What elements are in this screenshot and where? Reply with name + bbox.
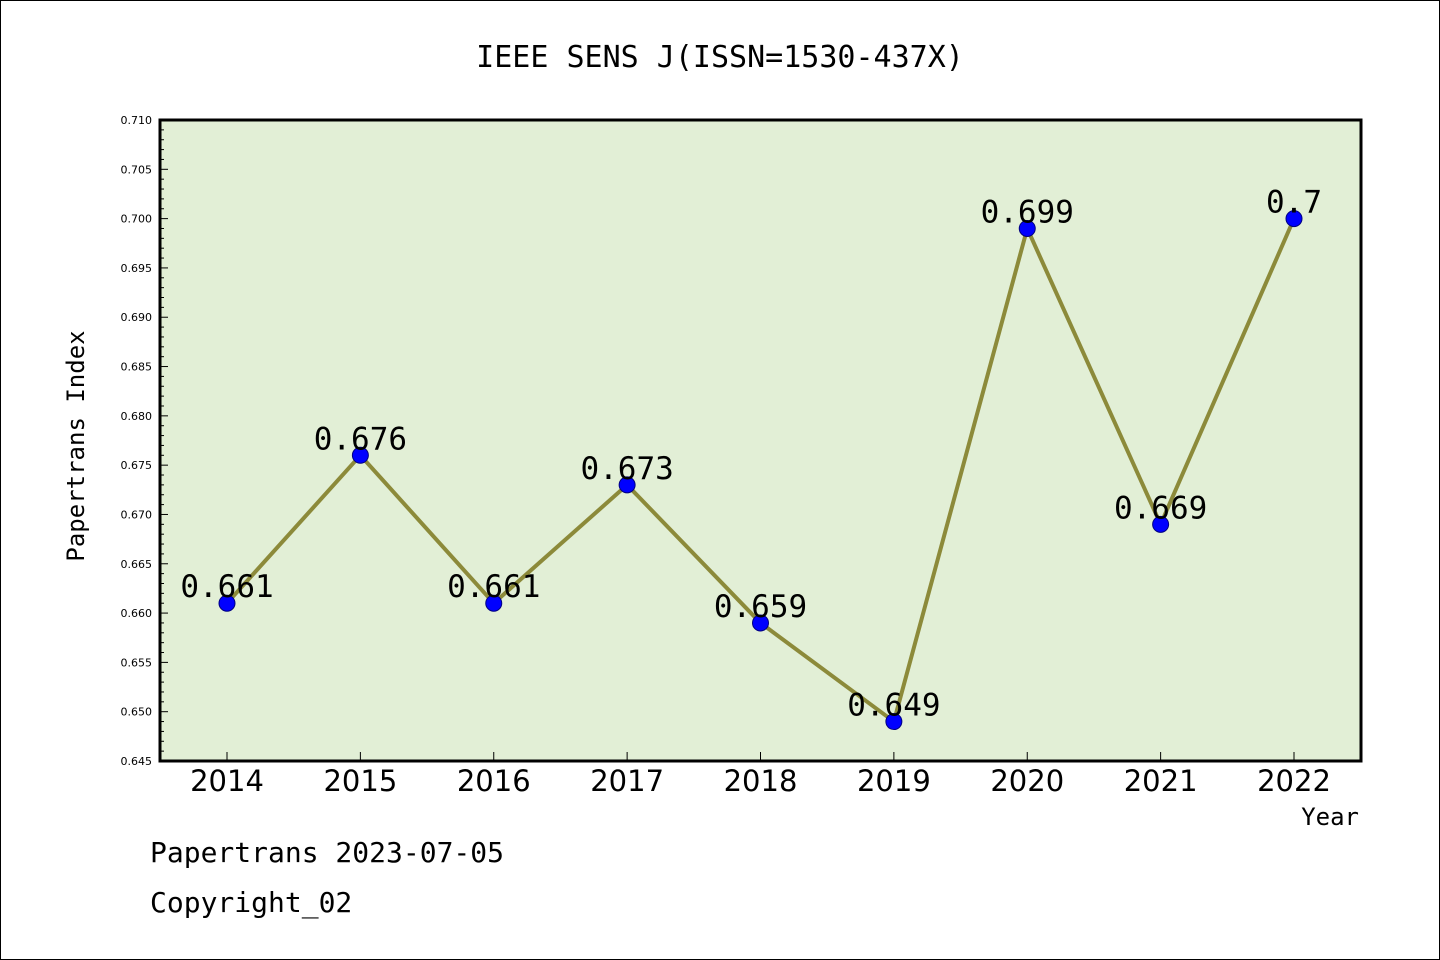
- x-tick-label: 2021: [1124, 764, 1198, 798]
- data-label: 0.699: [981, 194, 1074, 230]
- y-tick-label: 0.680: [121, 410, 153, 423]
- x-axis: 2014 2015 2016 2017 2018 2019 2020 2021 2022: [190, 752, 1331, 798]
- plot-border: [158, 118, 1363, 763]
- data-point: [885, 713, 903, 731]
- x-tick-label: 2018: [724, 764, 798, 798]
- y-axis: 0.645 0.650 0.655 0.660 0.665 0.670 0.675 0.680…: [121, 114, 168, 768]
- footer-date: Papertrans 2023-07-05: [150, 836, 505, 869]
- x-tick-label: 2016: [457, 764, 531, 798]
- y-tick-label: 0.660: [121, 607, 153, 620]
- data-label: 0.7: [1266, 185, 1322, 221]
- data-label: 0.659: [714, 589, 807, 625]
- data-label: 0.649: [847, 688, 940, 724]
- y-tick-label: 0.650: [121, 706, 153, 719]
- x-tick-label: 2015: [323, 764, 397, 798]
- data-point: [218, 594, 236, 612]
- footer-copyright: Copyright_02: [150, 886, 353, 919]
- x-tick-label: 2014: [190, 764, 264, 798]
- y-tick-label: 0.695: [121, 262, 153, 275]
- y-tick-label: 0.655: [121, 656, 153, 669]
- plot-area: [160, 120, 1361, 761]
- data-point: [752, 614, 769, 632]
- y-tick-label: 0.700: [121, 213, 153, 226]
- x-tick-label: 2017: [590, 764, 664, 798]
- x-tick-label: 2019: [857, 764, 931, 798]
- y-tick-label: 0.710: [121, 114, 153, 127]
- x-axis-label: Year: [1301, 803, 1359, 831]
- data-labels: 0.661 0.676 0.661 0.673 0.659 0.649 0.699 0.669…: [180, 185, 1322, 724]
- y-tick-label: 0.685: [121, 361, 153, 374]
- chart-title: IEEE SENS J(ISSN=1530-437X): [476, 40, 964, 75]
- data-point: [485, 594, 503, 612]
- y-tick-label: 0.645: [121, 755, 153, 768]
- data-point: [1152, 515, 1170, 533]
- y-tick-label: 0.705: [121, 163, 153, 176]
- data-label: 0.669: [1114, 490, 1207, 526]
- data-label: 0.661: [180, 569, 273, 605]
- x-tick-label: 2022: [1257, 764, 1331, 798]
- x-tick-label: 2020: [990, 764, 1064, 798]
- y-tick-label: 0.665: [121, 558, 153, 571]
- data-label: 0.673: [580, 451, 673, 487]
- data-point: [1285, 210, 1303, 228]
- data-label: 0.676: [314, 421, 407, 457]
- y-tick-label: 0.690: [121, 311, 153, 324]
- data-point: [618, 476, 636, 494]
- data-point: [351, 446, 369, 464]
- y-tick-label: 0.670: [121, 508, 153, 521]
- y-tick-label: 0.675: [121, 459, 153, 472]
- y-axis-label: Papertrans Index: [62, 330, 90, 561]
- data-points: [218, 210, 1303, 731]
- data-point: [1018, 219, 1036, 237]
- data-label: 0.661: [447, 569, 540, 605]
